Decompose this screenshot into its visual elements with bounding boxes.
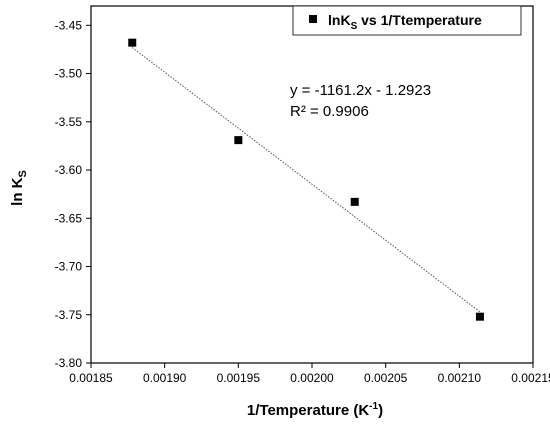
data-point <box>234 136 243 145</box>
x-tick-label: 0.00210 <box>438 371 482 385</box>
data-point <box>350 197 359 206</box>
legend-box <box>292 5 522 36</box>
x-tick-label: 0.00190 <box>143 371 187 385</box>
y-tick-label: -3.60 <box>55 163 83 177</box>
x-tick-label: 0.00215 <box>511 371 550 385</box>
legend: lnKS vs 1/Ttemperature <box>292 5 522 36</box>
fit-line <box>131 47 481 313</box>
data-points <box>128 38 484 321</box>
x-tick-label: 0.00195 <box>217 371 261 385</box>
y-tick-label: -3.45 <box>55 18 83 32</box>
legend-label: lnKS vs 1/Ttemperature <box>328 12 482 32</box>
x-tick-label: 0.00200 <box>290 371 334 385</box>
x-tick-label: 0.00185 <box>69 371 113 385</box>
y-axis-title: ln KS <box>9 170 29 206</box>
y-tick-label: -3.50 <box>55 67 83 81</box>
x-axis-ticks: 0.00185 0.00190 0.00195 0.00200 0.00205 0.002… <box>69 363 550 385</box>
x-axis-title: 1/Temperature (K-1) <box>247 401 383 419</box>
fit-equation: y = -1161.2x - 1.2923 <box>290 82 431 99</box>
y-tick-label: -3.75 <box>55 308 83 322</box>
y-axis-ticks: -3.45 -3.50 -3.55 -3.60 -3.65 -3.70 -3.75 -3.80 <box>55 18 91 370</box>
y-tick-label: -3.55 <box>55 115 83 129</box>
y-tick-label: -3.65 <box>55 211 83 225</box>
fit-layer <box>131 47 481 313</box>
legend-marker <box>309 15 317 23</box>
x-tick-label: 0.00205 <box>364 371 408 385</box>
r-squared: R² = 0.9906 <box>290 103 369 120</box>
data-point <box>128 38 137 47</box>
y-tick-label: -3.70 <box>55 260 83 274</box>
y-tick-label: -3.80 <box>55 356 83 370</box>
data-point <box>475 312 484 321</box>
